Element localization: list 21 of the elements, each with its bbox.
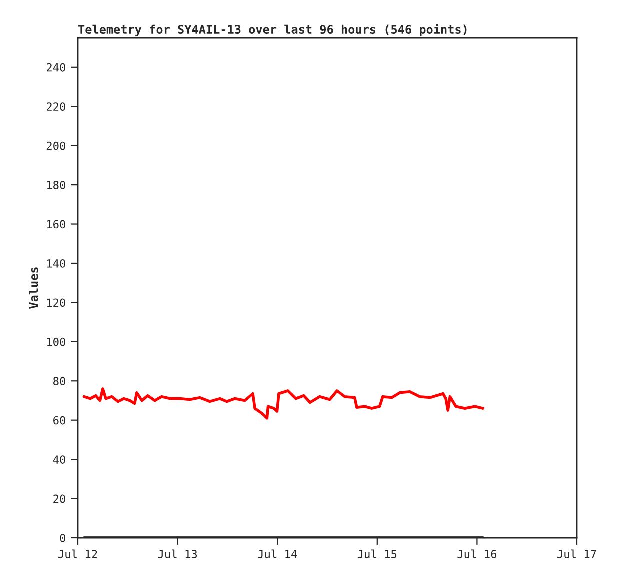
x-tick-label: Jul 13: [158, 550, 198, 558]
y-tick-label: 160: [47, 220, 66, 229]
y-tick-label: 20: [54, 494, 66, 504]
y-tick-label: 60: [54, 416, 66, 425]
y-tick-label: 80: [54, 377, 66, 386]
y-tick-label: 120: [47, 298, 66, 308]
y-tick-label: 40: [53, 456, 66, 464]
x-tick-label: Jul 17: [558, 550, 596, 558]
y-axis-title: Values: [29, 268, 38, 309]
y-tick-label: 240: [46, 63, 66, 72]
x-tick-label: Jul 16: [458, 550, 497, 558]
y-tick-label: 100: [47, 338, 66, 346]
chart-title: Telemetry for SY4AIL-13 over last 96 hours (546 points): [78, 24, 467, 36]
y-tick-label: 140: [47, 259, 66, 268]
x-tick-label: Jul 14: [258, 550, 298, 558]
y-tick-label: 180: [47, 181, 66, 190]
y-tick-label: 220: [46, 102, 66, 112]
x-tick-label: Jul 12: [58, 550, 98, 558]
y-tick-label: 200: [46, 142, 66, 150]
y-tick-label: 0: [60, 534, 66, 542]
x-tick-label: Jul 15: [358, 550, 397, 558]
